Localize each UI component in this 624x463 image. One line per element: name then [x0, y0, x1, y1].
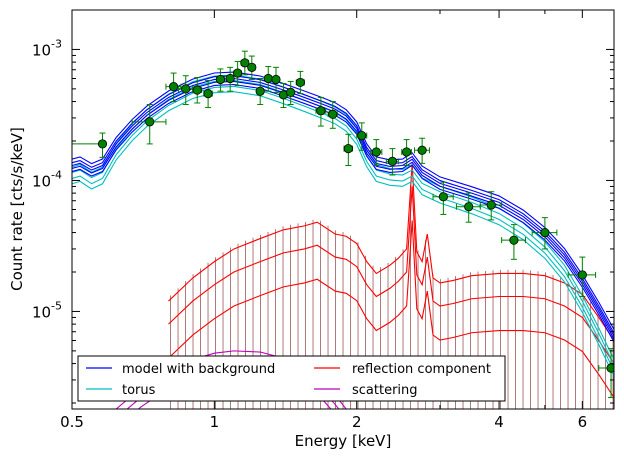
- x-axis-label: Energy [keV]: [295, 432, 392, 450]
- y-tick-label-2: 10-3: [32, 37, 62, 59]
- torus-curve-3: [72, 91, 614, 377]
- legend-label-model: model with background: [122, 362, 275, 377]
- data-point-17: [316, 106, 326, 116]
- x-tick-label-0: 0.5: [60, 413, 84, 431]
- y-axis-label: Count rate [cts/s/keV]: [8, 127, 26, 291]
- legend-label-scattering: scattering: [352, 383, 418, 398]
- data-point-18: [328, 109, 338, 119]
- data-point-5: [203, 89, 213, 99]
- legend-label-reflection: reflection component: [352, 362, 491, 377]
- x-tick-label-4: 6: [578, 413, 588, 431]
- model-curve-3: [72, 80, 614, 340]
- reflection-curve-2: [168, 220, 614, 398]
- model-curve-1: [72, 75, 614, 334]
- data-point-3: [181, 84, 191, 94]
- data-point-8: [233, 68, 243, 78]
- data-point-27: [486, 200, 496, 210]
- legend-box: [77, 355, 506, 402]
- data-point-28: [509, 235, 519, 245]
- data-point-11: [255, 86, 265, 96]
- data-point-6: [215, 74, 226, 85]
- x-tick-label-1: 1: [210, 413, 220, 431]
- x-tick-label-3: 4: [494, 413, 504, 431]
- data-points: [72, 50, 614, 399]
- data-point-1: [145, 117, 155, 127]
- data-point-23: [402, 147, 412, 157]
- y-tick-label-0: 10-5: [32, 299, 62, 321]
- data-point-16: [295, 77, 305, 88]
- data-point-4: [192, 85, 202, 95]
- data-point-29: [540, 227, 550, 238]
- y-tick-label-1: 10-4: [32, 168, 62, 190]
- model-curves: [72, 71, 614, 409]
- data-point-13: [271, 74, 281, 85]
- data-point-25: [438, 192, 448, 202]
- x-tick-label-2: 2: [352, 413, 362, 431]
- legend: model with background reflection compone…: [77, 355, 506, 402]
- data-point-15: [286, 87, 296, 97]
- data-point-0: [97, 139, 108, 149]
- axis-ticks: 0.5 1 2 4 6 10-5 10-4 10-3: [32, 10, 615, 431]
- data-point-30: [577, 270, 587, 280]
- data-point-7: [225, 73, 235, 84]
- reflection-curve-0: [168, 163, 614, 341]
- data-point-26: [464, 202, 474, 212]
- data-point-9: [240, 58, 250, 68]
- reflection-curve-1: [168, 186, 614, 364]
- legend-label-torus: torus: [122, 383, 156, 398]
- data-point-2: [168, 82, 179, 92]
- torus-curve-2: [72, 85, 614, 372]
- data-point-12: [263, 73, 273, 84]
- data-point-21: [371, 147, 381, 157]
- data-point-24: [417, 145, 427, 155]
- model-curve-4: [72, 83, 614, 343]
- data-point-19: [343, 143, 353, 154]
- data-point-22: [387, 156, 398, 166]
- data-point-20: [357, 130, 367, 141]
- model-curve-0: [72, 71, 614, 330]
- data-point-10: [247, 62, 257, 72]
